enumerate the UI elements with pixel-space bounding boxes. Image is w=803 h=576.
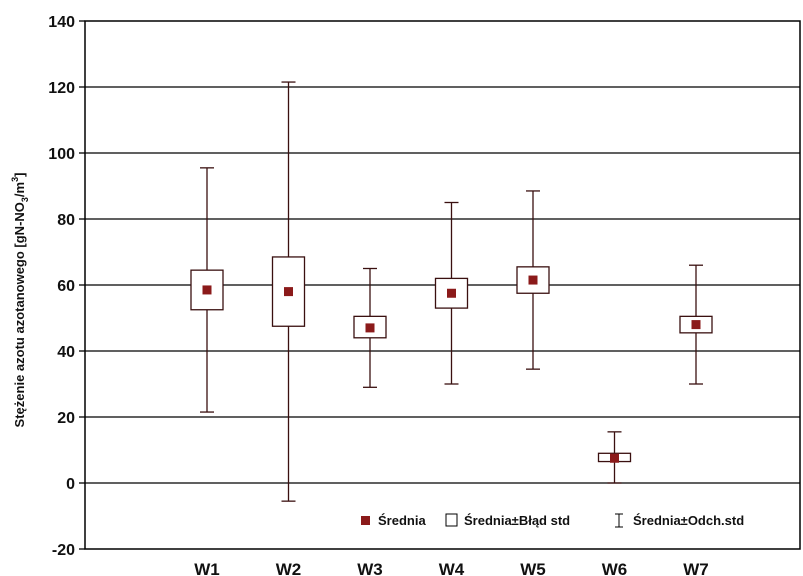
x-category-label: W1 <box>194 560 220 576</box>
plot-frame <box>84 20 801 550</box>
box-group-w4 <box>434 201 469 385</box>
y-tick-label: 20 <box>57 410 75 427</box>
y-tick-label: 0 <box>66 476 75 493</box>
y-tick-label: 60 <box>57 278 75 295</box>
mean-marker <box>284 287 293 297</box>
x-category-label: W3 <box>357 560 383 576</box>
y-axis-label: Stężenie azotu azotanowego [gN-NO3/m3] <box>10 173 30 428</box>
y-tick-label: 120 <box>48 80 75 97</box>
mean-marker <box>610 453 619 463</box>
x-category-label: W5 <box>520 560 546 576</box>
y-axis-label-main: Stężenie azotu azotanowego [gN-NO <box>12 202 27 427</box>
mean-marker <box>691 320 701 330</box>
x-category-label: W4 <box>439 560 465 576</box>
y-tick-labels: -20 0 20 40 60 80 100 120 140 <box>48 14 85 559</box>
legend-sd-label: Średnia±Odch.std <box>633 513 744 528</box>
mean-marker <box>528 275 538 285</box>
box-group-w7 <box>679 264 713 385</box>
box-series <box>190 81 713 502</box>
legend-se-label: Średnia±Błąd std <box>464 513 570 528</box>
y-tick-label: 140 <box>48 14 75 31</box>
box-group-w2 <box>271 81 306 502</box>
box-group-w3 <box>353 267 387 388</box>
box-group-w6 <box>597 431 632 484</box>
y-tick-label: -20 <box>52 542 75 559</box>
y-tick-label: 80 <box>57 212 75 229</box>
mean-marker <box>447 288 456 298</box>
x-category-labels: W1 W2 W3 W4 W5 W6 W7 <box>194 560 709 576</box>
y-tick-label: 100 <box>48 146 75 163</box>
legend-sd-whisker-icon <box>615 513 623 528</box>
mean-marker <box>365 323 375 333</box>
y-axis-label-sub: 3 <box>20 197 30 202</box>
x-category-label: W2 <box>276 560 302 576</box>
mean-marker <box>202 285 212 295</box>
se-box <box>271 256 306 327</box>
y-tick-label: 40 <box>57 344 75 361</box>
legend-se-box <box>445 513 458 527</box>
legend-mean-marker <box>361 516 370 525</box>
y-axis-label-end: ] <box>12 173 27 177</box>
legend-mean-label: Średnia <box>378 513 426 528</box>
box-group-w5 <box>516 190 550 370</box>
y-axis-label-sup: 3 <box>10 177 20 182</box>
y-axis-label-mid: /m <box>12 182 27 197</box>
x-category-label: W6 <box>602 560 628 576</box>
legend: Średnia Średnia±Błąd std Średnia±Odch.st… <box>361 513 744 528</box>
box-group-w1 <box>190 167 224 413</box>
x-category-label: W7 <box>683 560 709 576</box>
